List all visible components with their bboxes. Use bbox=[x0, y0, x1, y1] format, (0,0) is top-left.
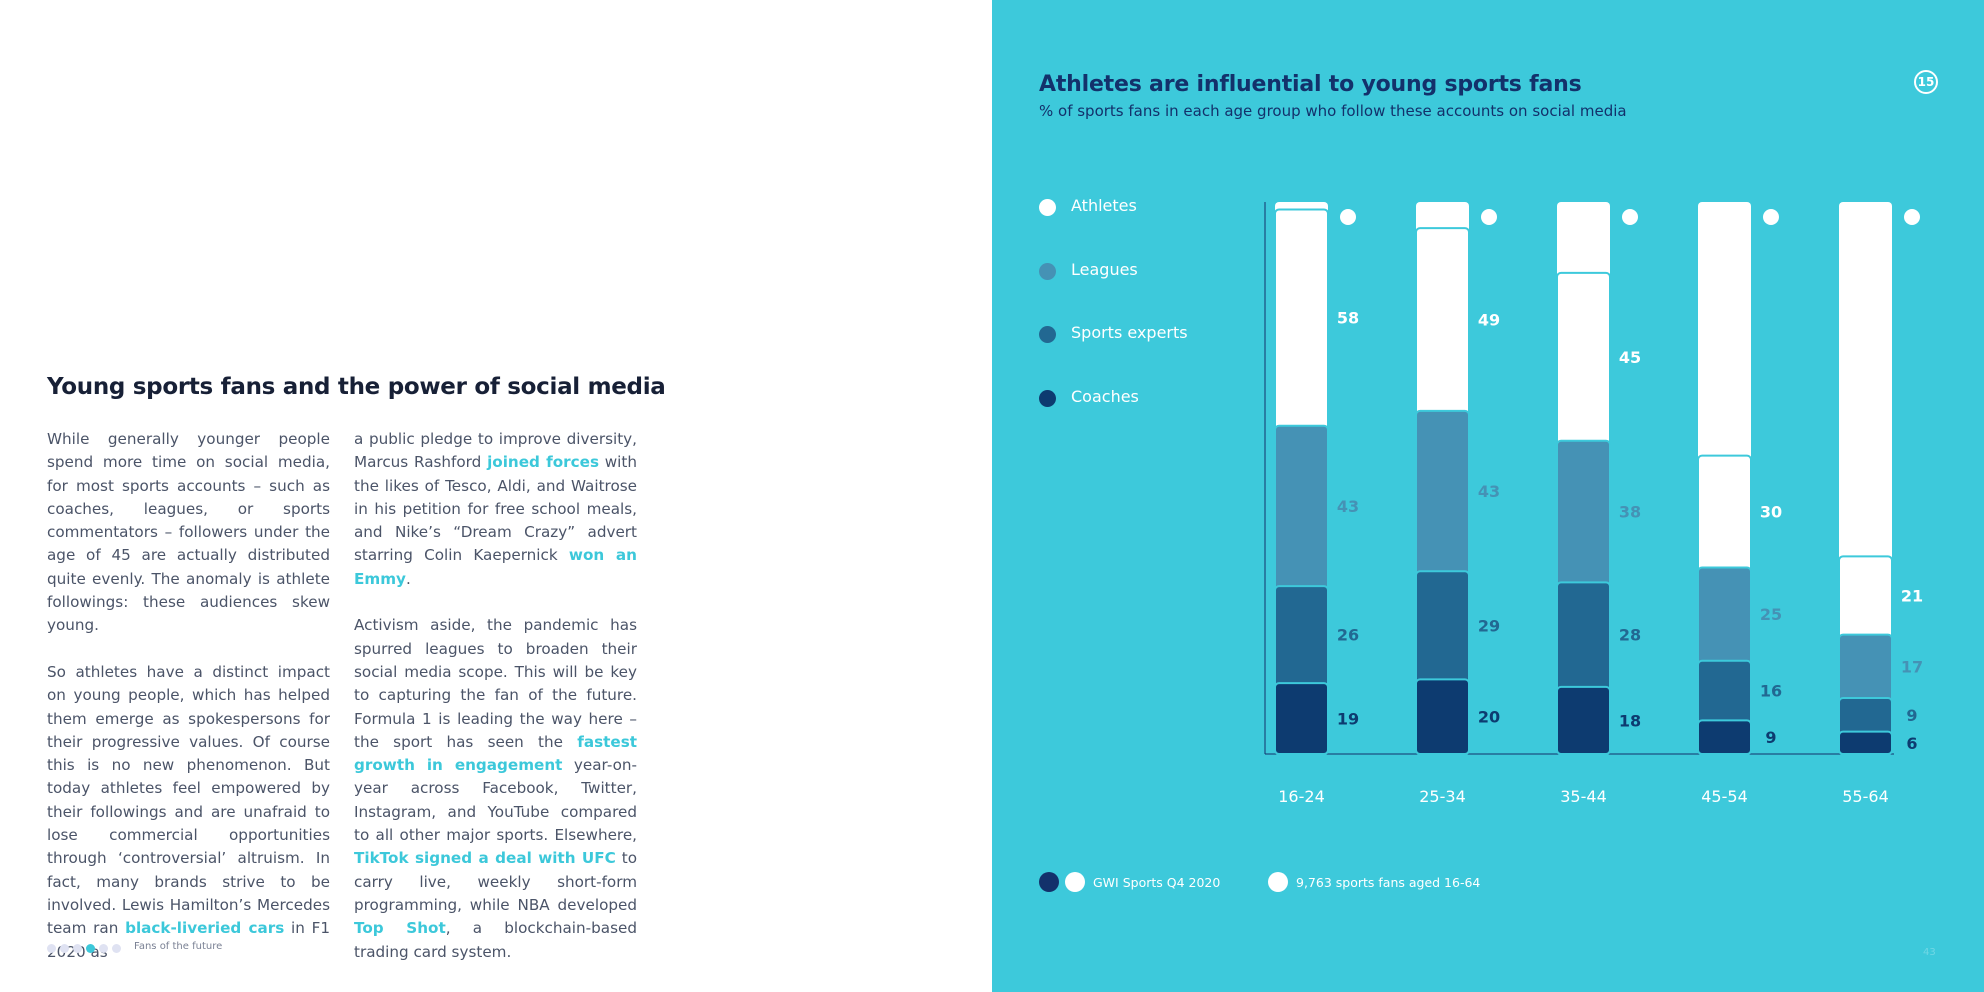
data-label: 9 bbox=[1765, 728, 1776, 747]
data-label: 17 bbox=[1901, 657, 1923, 676]
data-label: 25 bbox=[1760, 605, 1782, 624]
link-joined-forces[interactable]: joined forces bbox=[487, 453, 599, 472]
data-label: 58 bbox=[1337, 309, 1359, 328]
article-column-1: While generally younger people spend mor… bbox=[47, 428, 330, 987]
pin-icon bbox=[1481, 209, 1497, 225]
legend-item-coaches: Coaches bbox=[1039, 387, 1188, 451]
gwi-logo-icon bbox=[1039, 872, 1059, 892]
paragraph-text: to carry live, weekly short-form program… bbox=[354, 849, 637, 914]
data-label: 6 bbox=[1906, 734, 1917, 753]
data-label: 20 bbox=[1478, 708, 1500, 727]
legend-swatch bbox=[1039, 326, 1056, 343]
page-number: 43 bbox=[1923, 947, 1936, 958]
paragraph-text: So athletes have a distinct impact on yo… bbox=[47, 662, 330, 938]
pin-icon bbox=[1904, 209, 1920, 225]
link-fastest-growth[interactable]: fastest growth in engagement bbox=[354, 732, 637, 775]
paragraph-text: a public pledge to improve diversity, Ma… bbox=[354, 430, 637, 472]
legend-label: Leagues bbox=[1071, 259, 1138, 279]
paragraph-text: . bbox=[405, 569, 411, 588]
bar-segment-coaches bbox=[1415, 678, 1470, 755]
chart-legend: Athletes Leagues Sports experts Coaches bbox=[1039, 196, 1188, 450]
x-tick-label: 45-54 bbox=[1701, 787, 1748, 806]
section-label: Fans of the future bbox=[134, 941, 223, 952]
paragraph-text: , a blockchain-based trading card system… bbox=[354, 919, 637, 961]
progress-dot bbox=[112, 944, 121, 953]
x-tick-label: 25-34 bbox=[1419, 787, 1466, 806]
bar-segment-coaches bbox=[1697, 719, 1752, 755]
link-black-liveried-cars[interactable]: black-liveried cars bbox=[125, 919, 285, 938]
link-won-an-emmy[interactable]: won an Emmy bbox=[354, 546, 637, 588]
x-tick-label: 35-44 bbox=[1560, 787, 1607, 806]
section-progress-dots bbox=[47, 944, 121, 953]
data-label: 9 bbox=[1906, 706, 1917, 725]
progress-dot bbox=[73, 944, 82, 953]
paragraph: So athletes have a distinct impact on yo… bbox=[47, 661, 330, 964]
base-icon bbox=[1268, 872, 1288, 892]
progress-dot-active bbox=[86, 944, 95, 953]
bar-segment-coaches bbox=[1556, 685, 1611, 755]
paragraph-text: with the likes of Tesco, Aldi, and Waitr… bbox=[354, 453, 637, 565]
paragraph: Activism aside, the pandemic has spurred… bbox=[354, 614, 637, 963]
data-label: 21 bbox=[1901, 586, 1923, 605]
data-label: 30 bbox=[1760, 503, 1782, 522]
data-label: 43 bbox=[1478, 482, 1500, 501]
progress-dot bbox=[47, 944, 56, 953]
source-text: GWI Sports Q4 2020 bbox=[1093, 874, 1221, 890]
paragraph-text: Activism aside, the pandemic has spurred… bbox=[354, 616, 637, 751]
bar-segment-coaches bbox=[1838, 730, 1893, 756]
progress-dot bbox=[60, 944, 69, 953]
chart-subtitle: % of sports fans in each age group who f… bbox=[1039, 102, 1627, 120]
source-icon bbox=[1065, 872, 1085, 892]
legend-item-leagues: Leagues bbox=[1039, 260, 1188, 324]
article-column-2: a public pledge to improve diversity, Ma… bbox=[354, 428, 637, 987]
data-label: 26 bbox=[1337, 626, 1359, 645]
legend-swatch bbox=[1039, 389, 1056, 407]
pin-icon bbox=[1763, 209, 1779, 225]
article-title: Young sports fans and the power of socia… bbox=[47, 374, 666, 400]
legend-item-athletes: Athletes bbox=[1039, 196, 1188, 260]
legend-swatch bbox=[1039, 262, 1056, 280]
chart-title: Athletes are influential to young sports… bbox=[1039, 72, 1582, 97]
stacked-overlap-bar-chart: 58 43 26 19 16-24 49 43 29 20 25-34 45 38 28 18 35-44 3… bbox=[1264, 202, 1923, 806]
chart-page: Athletes are influential to young sports… bbox=[992, 0, 1984, 992]
paragraph: a public pledge to improve diversity, Ma… bbox=[354, 428, 637, 591]
data-label: 43 bbox=[1337, 497, 1359, 516]
data-label: 49 bbox=[1478, 310, 1500, 329]
base-text: 9,763 sports fans aged 16-64 bbox=[1296, 874, 1481, 890]
legend-label: Coaches bbox=[1071, 386, 1139, 406]
paragraph: While generally younger people spend mor… bbox=[47, 428, 330, 638]
link-top-shot[interactable]: Top Shot bbox=[354, 919, 446, 938]
legend-label: Sports experts bbox=[1071, 323, 1188, 342]
paragraph-text: year-on-year across Facebook, Twitter, I… bbox=[354, 756, 637, 845]
data-label: 28 bbox=[1619, 626, 1641, 645]
chart-number-badge: 15 bbox=[1914, 70, 1938, 94]
data-label: 38 bbox=[1619, 503, 1641, 522]
base-note: 9,763 sports fans aged 16-64 bbox=[1268, 872, 1480, 892]
data-label: 19 bbox=[1337, 710, 1359, 729]
data-label: 29 bbox=[1478, 616, 1500, 635]
data-label: 18 bbox=[1619, 711, 1641, 730]
link-tiktok-ufc[interactable]: TikTok signed a deal with UFC bbox=[354, 849, 616, 868]
pin-icon bbox=[1622, 209, 1638, 225]
progress-dot bbox=[99, 944, 108, 953]
x-tick-label: 16-24 bbox=[1278, 787, 1325, 806]
paragraph-text: While generally younger people spend mor… bbox=[47, 430, 330, 635]
legend-label: Athletes bbox=[1071, 196, 1137, 215]
legend-swatch bbox=[1039, 199, 1056, 216]
source-note: GWI Sports Q4 2020 bbox=[1039, 872, 1220, 892]
x-tick-label: 55-64 bbox=[1842, 787, 1889, 806]
data-label: 45 bbox=[1619, 348, 1641, 367]
bar-segment-coaches bbox=[1274, 682, 1329, 755]
data-label: 16 bbox=[1760, 682, 1782, 701]
left-page: Young sports fans and the power of socia… bbox=[47, 374, 666, 987]
pin-icon bbox=[1340, 209, 1356, 225]
legend-item-sports-experts: Sports experts bbox=[1039, 323, 1188, 387]
